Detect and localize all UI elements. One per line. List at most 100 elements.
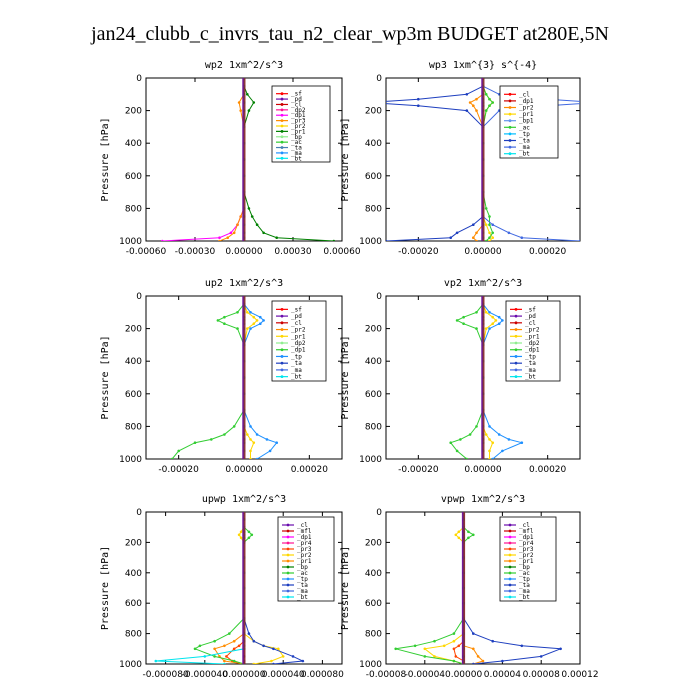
legend-label: _pd [525,313,536,320]
x-tick-label: 0.00004 [484,670,521,680]
data-point_tp [259,315,262,319]
legend-label: _dp1 [291,347,306,354]
panel-grid: wp2 1xm^2/s^3 Pressure [hPa] 0 200 400 600 800… [100,60,599,680]
data-point_ac [491,101,495,104]
legend-marker [508,565,512,569]
data-point_bt [154,659,158,663]
legend-marker [286,583,290,587]
legend-label: _cl [519,522,530,529]
legend-label: _dp1 [297,534,312,541]
data-point_dp1 [475,327,478,330]
data-point_ta [417,97,420,101]
y-tick-label: 1000 [119,660,142,670]
data-point_dp1 [236,311,239,314]
y-tick-label: 1000 [359,455,382,465]
legend-label: _bp1 [519,118,534,125]
data-point_pr2 [433,655,436,658]
data-point_ta [491,639,495,643]
legend-label: _pr2 [297,552,312,559]
legend-marker [508,595,512,599]
data-point_dp1 [177,449,180,453]
data-point_pr3 [239,109,242,112]
legend-label: _cl [519,91,530,98]
data-point_tp [259,322,262,326]
legend-marker [280,368,284,372]
legend-label: _pd [291,96,302,103]
legend-label: _bp [291,134,302,141]
panel-4: vp2 1xm^2/s^3 Pressure [hPa] 0 200 400 600 800… [340,278,581,475]
legend-label: _dp1 [519,98,534,105]
legend-marker [508,529,512,533]
legend-marker [286,541,290,545]
y-tick-label: 600 [365,390,382,400]
legend-label: _tp [519,131,530,138]
legend-marker [280,307,284,311]
legend-label: _bt [519,151,530,158]
legend-marker [280,92,284,96]
data-point_dp1 [229,231,233,235]
legend-marker [280,97,284,101]
legend-marker [280,355,284,358]
data-point_dp1 [462,322,465,326]
y-tick-label: 600 [125,599,142,609]
legend-marker [280,328,284,331]
legend-marker [286,595,290,599]
legend-label: _mfl [297,528,312,535]
legend-marker [286,559,290,563]
y-axis-label: Pressure [hPa] [100,335,111,419]
legend-marker [514,321,518,325]
legend-marker [286,523,290,527]
y-tick-label: 400 [365,139,382,149]
data-point_tp [255,433,259,436]
data-point_tp [488,311,491,314]
legend-marker [286,529,290,533]
data-point_pr1 [484,327,488,330]
panel-6: vpwp 1xm^2/s^3 Pressure [hPa] 0 200 400 600 80… [340,494,599,680]
legend-marker [514,355,518,358]
y-tick-label: 0 [376,508,382,518]
legend-marker [514,314,518,318]
y-tick-label: 800 [125,204,142,214]
data-point_dp1 [193,441,197,445]
y-tick-label: 800 [365,204,382,214]
legend-label: _pd [291,313,302,320]
legend-label: _bt [291,374,302,381]
legend-label: _pr1 [291,333,306,340]
data-point_pr2 [239,530,243,534]
data-point_ac [394,647,398,651]
legend-label: _ta [519,582,530,589]
data-point_pr2 [237,533,241,537]
data-point_ta [455,231,459,235]
y-tick-label: 200 [125,538,142,548]
data-point_pr2 [468,101,472,104]
legend-label: _cl [297,522,308,529]
data-point_pr1 [494,319,498,322]
legend-label: _pr3 [297,546,312,553]
data-point_pr1 [252,441,256,445]
data-point_ta [291,655,295,658]
legend-marker [508,92,512,96]
data-point_pr1 [332,239,336,241]
legend-marker [514,334,518,338]
data-point_pr1 [255,319,259,322]
data-point_pr1 [488,449,491,453]
legend-marker [514,328,518,331]
y-axis-label: Pressure [hPa] [340,117,351,201]
series-group [394,512,562,664]
data-point_pr1 [488,239,491,241]
legend-marker [514,368,518,372]
y-tick-label: 1000 [359,237,382,247]
data-point_ta [472,662,475,664]
legend-label: _pr4 [519,540,534,547]
data-point_pr3 [236,223,239,226]
data-point_pr2 [475,239,478,241]
x-tick-label: -0.00020 [398,465,439,475]
legend-label: _pr2 [291,327,306,334]
legend-label: _sf [291,306,302,313]
legend-label: _ma [519,144,530,151]
data-point_dp1 [232,425,236,428]
data-point_pr2 [423,647,427,651]
x-tick-label: 0.00030 [274,247,311,257]
legend-marker [508,577,512,581]
y-axis-label: Pressure [hPa] [100,117,111,201]
